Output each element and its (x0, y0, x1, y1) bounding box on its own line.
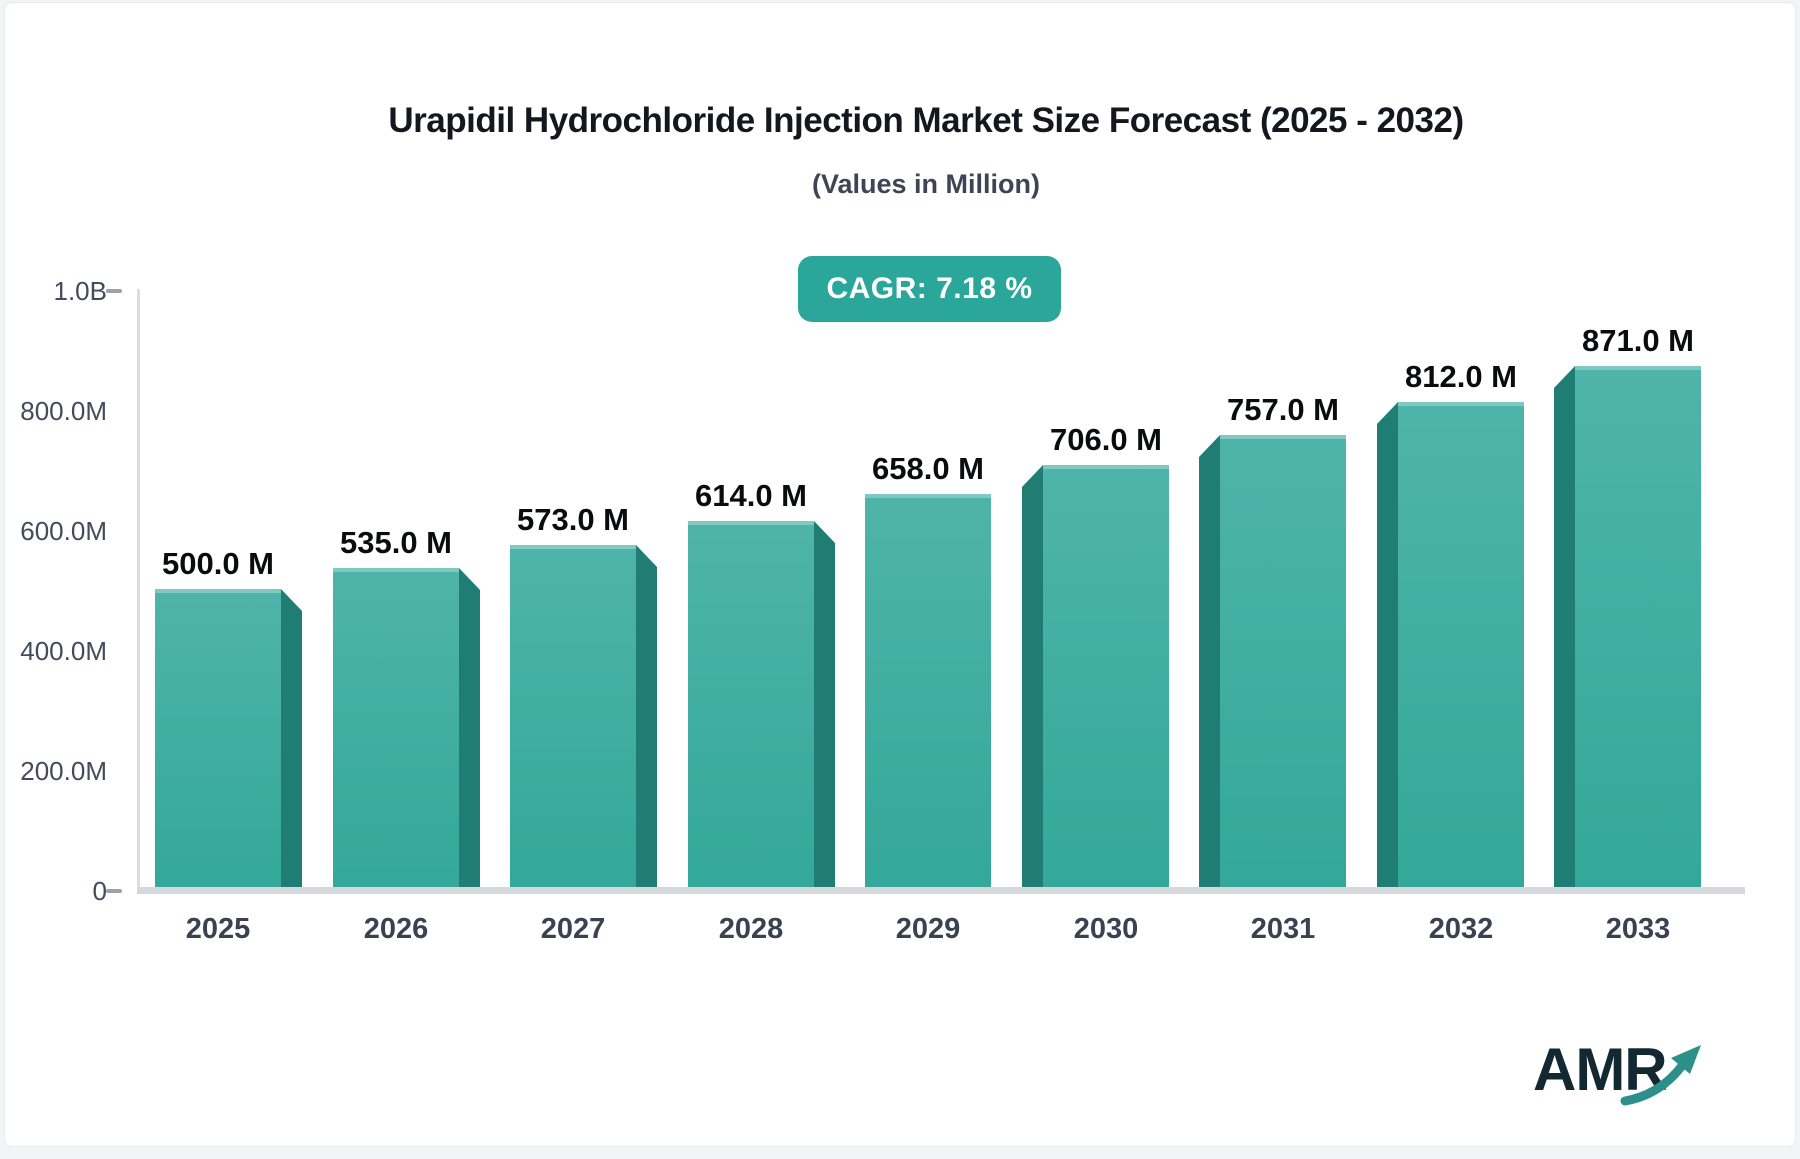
bar-3d-side (281, 589, 302, 889)
bar-2027 (510, 545, 636, 889)
x-axis-label-2032: 2032 (1428, 913, 1494, 945)
x-axis-label-2031: 2031 (1250, 913, 1316, 945)
bar-3d-side (1199, 435, 1220, 889)
bar-value-label: 573.0 M (516, 502, 629, 537)
bar-chart-plot-area: 1.0B 800.0M 600.0M 400.0M 200.0M 0 500.0 M 535… (5, 3, 1800, 1159)
x-axis-baseline (137, 887, 1745, 894)
bar-value-label: 706.0 M (1049, 422, 1162, 457)
bar-2026 (333, 568, 459, 889)
bar-value-label: 500.0 M (161, 546, 274, 581)
bar-value-label: 535.0 M (339, 525, 452, 560)
x-axis-label-2026: 2026 (363, 913, 429, 945)
bar-2033 (1575, 366, 1701, 889)
cagr-badge: CAGR: 7.18 % (798, 256, 1061, 322)
bar-value-label: 658.0 M (871, 451, 984, 486)
bar-value-label: 614.0 M (694, 478, 807, 513)
bar-2028 (688, 521, 814, 889)
chart-card: Urapidil Hydrochloride Injection Market … (4, 2, 1796, 1147)
trending-up-arrow-icon (1620, 1045, 1701, 1106)
bar-3d-side (1377, 402, 1398, 889)
y-tick-dash (106, 889, 122, 893)
bar-value-label: 871.0 M (1581, 323, 1694, 358)
amr-logo: AMR (1533, 1035, 1733, 1115)
bar-2025 (155, 589, 281, 889)
bar-3d-side (1022, 465, 1043, 889)
bar-3d-side (814, 521, 835, 889)
y-tick-label: 600.0M (20, 516, 107, 546)
x-axis-label-2033: 2033 (1605, 913, 1671, 945)
y-tick-dash (106, 289, 122, 293)
bar-value-label: 757.0 M (1226, 392, 1339, 427)
chart-title: Urapidil Hydrochloride Injection Market … (388, 101, 1464, 140)
y-axis-line (137, 289, 140, 889)
x-axis-label-2025: 2025 (185, 913, 251, 945)
x-axis-label-2028: 2028 (718, 913, 784, 945)
y-tick-label: 400.0M (20, 636, 107, 666)
bar-3d-side (459, 568, 480, 889)
bar-value-label: 812.0 M (1404, 359, 1517, 394)
bar-2032 (1398, 402, 1524, 889)
x-axis-label-2029: 2029 (895, 913, 961, 945)
y-tick-label: 200.0M (20, 756, 107, 786)
y-tick-label: 1.0B (53, 276, 108, 306)
bar-2031 (1220, 435, 1346, 889)
bar-2030 (1043, 465, 1169, 889)
chart-subtitle: (Values in Million) (811, 169, 1041, 199)
bar-2029 (865, 494, 991, 889)
bar-3d-side (1554, 366, 1575, 889)
x-axis-label-2027: 2027 (540, 913, 606, 945)
x-axis-label-2030: 2030 (1073, 913, 1139, 945)
y-tick-label: 0 (92, 876, 107, 906)
y-tick-label: 800.0M (20, 396, 107, 426)
cagr-badge-label: CAGR: 7.18 % (826, 272, 1033, 305)
bar-3d-side (636, 545, 657, 889)
